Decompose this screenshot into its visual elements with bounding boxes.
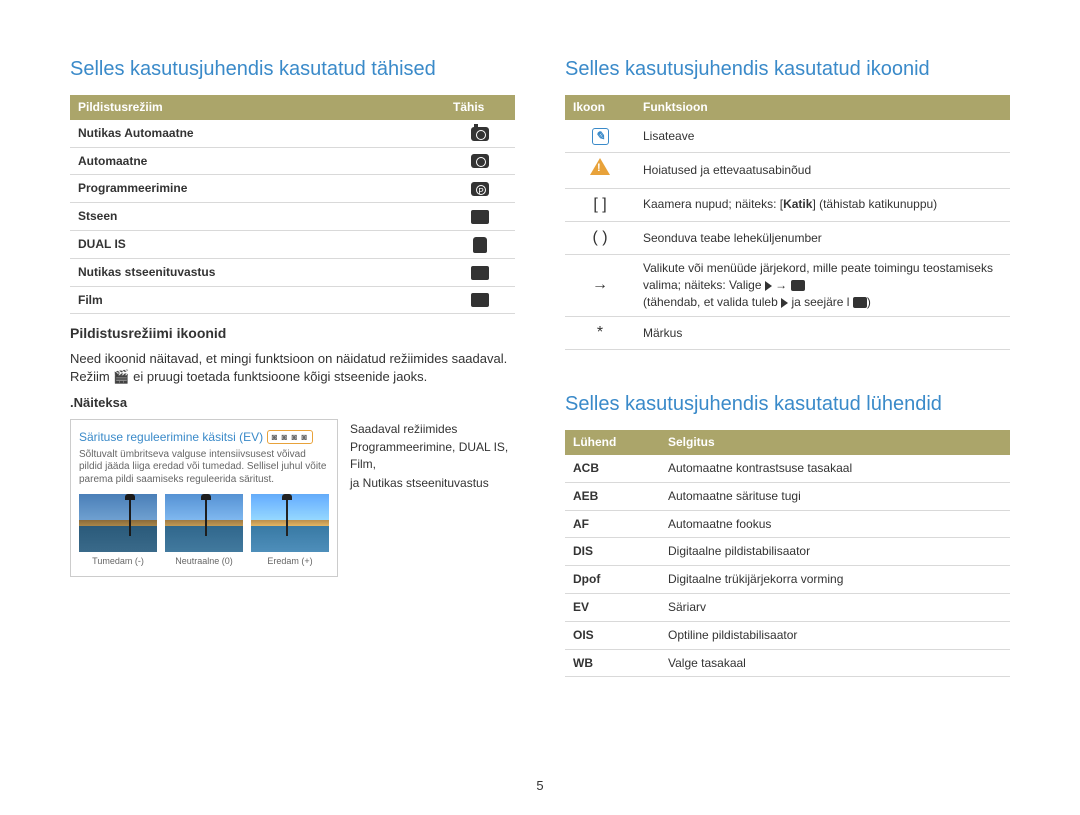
menu-icon: [791, 280, 805, 291]
example-mode-badge: ◙ ◙ ◙ ◙: [267, 430, 313, 445]
mode-icon-cell: [445, 175, 515, 203]
abbrev-table: Lühend Selgitus ACBAutomaatne kontrastsu…: [565, 430, 1010, 677]
side-line: Saadaval režiimides: [350, 421, 515, 438]
mode-icon-cell: [445, 258, 515, 286]
abbr-desc: Säriarv: [660, 593, 1010, 621]
abbr-desc: Digitaalne pildistabilisaator: [660, 538, 1010, 566]
text: Kaamera nupud; näiteks: [: [643, 197, 783, 211]
scene-icon: [471, 210, 489, 224]
icons-th-icon: Ikoon: [565, 95, 635, 120]
mode-icon-cell: [445, 203, 515, 231]
abbr-desc: Digitaalne trükijärjekorra vorming: [660, 566, 1010, 594]
page-number: 5: [0, 777, 1080, 795]
abbr-desc: Valge tasakaal: [660, 649, 1010, 677]
mode-icons-subheading: Pildistusrežiimi ikoonid: [70, 324, 515, 344]
icon-cell: [565, 153, 635, 188]
mode-label: Programmeerimine: [70, 175, 445, 203]
icon-cell: *: [565, 316, 635, 349]
abbr: DIS: [565, 538, 660, 566]
icon-cell: ✎: [565, 120, 635, 153]
example-box: Särituse reguleerimine käsitsi (EV) ◙ ◙ …: [70, 419, 338, 577]
mode-label: Nutikas Automaatne: [70, 120, 445, 147]
abbr: Dpof: [565, 566, 660, 594]
side-line: Programmeerimine, DUAL IS, Film,: [350, 439, 515, 473]
abbr-desc: Automaatne fookus: [660, 510, 1010, 538]
mode-icon-cell: [445, 147, 515, 175]
icon-desc: Valikute või menüüde järjekord, mille pe…: [635, 255, 1010, 316]
auto-icon: [471, 154, 489, 168]
modes-table: Pildistusrežiim Tähis Nutikas Automaatne…: [70, 95, 515, 314]
thumb-label: Eredam (+): [267, 556, 312, 566]
icons-th-func: Funktsioon: [635, 95, 1010, 120]
icons-heading: Selles kasutusjuhendis kasutatud ikoonid: [565, 55, 1010, 83]
icon-desc: Hoiatused ja ettevaatusabinõud: [635, 153, 1010, 188]
smartscene-icon: [471, 266, 489, 280]
abbr-desc: Automaatne kontrastsuse tasakaal: [660, 455, 1010, 482]
left-column: Selles kasutusjuhendis kasutatud tähised…: [70, 55, 515, 677]
text-bold: Katik: [783, 197, 812, 211]
modes-th-mode: Pildistusrežiim: [70, 95, 445, 120]
thumb-label: Tumedam (-): [92, 556, 144, 566]
abbr: WB: [565, 649, 660, 677]
left-heading: Selles kasutusjuhendis kasutatud tähised: [70, 55, 515, 83]
example-thumbs: Tumedam (-) Neutraalne (0) Eredam (+): [79, 494, 329, 568]
example-label: .Näiteksa: [70, 394, 515, 412]
mode-icon-cell: [445, 286, 515, 314]
abbrev-th-desc: Selgitus: [660, 430, 1010, 455]
film-icon: [471, 293, 489, 307]
mode-icons-body: Need ikoonid näitavad, et mingi funktsio…: [70, 350, 515, 386]
icons-table: Ikoon Funktsioon ✎ Lisateave Hoiatused j…: [565, 95, 1010, 350]
example-title: Särituse reguleerimine käsitsi (EV): [79, 430, 263, 444]
abbrev-heading: Selles kasutusjuhendis kasutatud lühendi…: [565, 390, 1010, 418]
mode-icon-cell: [445, 120, 515, 147]
icon-desc: Seonduva teabe leheküljenumber: [635, 221, 1010, 254]
thumb-neutral: Neutraalne (0): [165, 494, 243, 568]
thumb-img: [165, 494, 243, 552]
dualis-icon: [473, 237, 487, 253]
abbr: OIS: [565, 621, 660, 649]
mode-label: Stseen: [70, 203, 445, 231]
abbr: ACB: [565, 455, 660, 482]
mode-label: Film: [70, 286, 445, 314]
warning-icon: [590, 158, 610, 175]
smart-auto-icon: [471, 127, 489, 141]
program-icon: [471, 182, 489, 196]
abbr-desc: Automaatne särituse tugi: [660, 482, 1010, 510]
thumb-img: [251, 494, 329, 552]
icon-cell: →: [565, 255, 635, 316]
icon-desc: Lisateave: [635, 120, 1010, 153]
text: ] (tähistab katikunuppu): [812, 197, 937, 211]
abbr: AF: [565, 510, 660, 538]
thumb-darker: Tumedam (-): [79, 494, 157, 568]
example-side-text: Saadaval režiimides Programmeerimine, DU…: [350, 415, 515, 494]
icon-desc: Kaamera nupud; näiteks: [Katik] (tähista…: [635, 188, 1010, 221]
abbrev-th-abbr: Lühend: [565, 430, 660, 455]
mode-label: DUAL IS: [70, 230, 445, 258]
mode-label: Automaatne: [70, 147, 445, 175]
abbr: AEB: [565, 482, 660, 510]
mode-label: Nutikas stseenituvastus: [70, 258, 445, 286]
abbr: EV: [565, 593, 660, 621]
thumb-brighter: Eredam (+): [251, 494, 329, 568]
menu-icon: [853, 297, 867, 308]
mode-icon-cell: [445, 230, 515, 258]
chevron-icon: [765, 281, 772, 291]
thumb-img: [79, 494, 157, 552]
right-column: Selles kasutusjuhendis kasutatud ikoonid…: [565, 55, 1010, 677]
chevron-icon: [781, 298, 788, 308]
icon-cell: ( ): [565, 221, 635, 254]
side-line: ja Nutikas stseenituvastus: [350, 475, 515, 492]
note-icon: ✎: [592, 128, 609, 145]
icon-desc: Märkus: [635, 316, 1010, 349]
example-small-text: Sõltuvalt ümbritseva valguse intensiivsu…: [79, 449, 329, 487]
thumb-label: Neutraalne (0): [175, 556, 233, 566]
modes-th-icon: Tähis: [445, 95, 515, 120]
abbr-desc: Optiline pildistabilisaator: [660, 621, 1010, 649]
icon-cell: [ ]: [565, 188, 635, 221]
